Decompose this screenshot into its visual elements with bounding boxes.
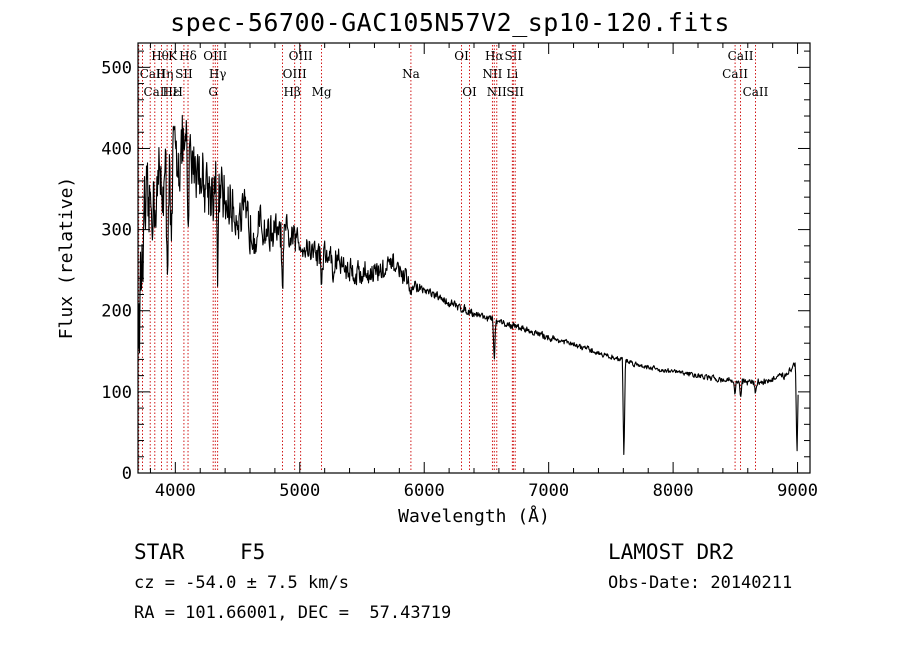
- x-tick-label: 5000: [279, 481, 320, 501]
- line-marker-label: Hη: [156, 67, 174, 81]
- line-marker-label: NII: [487, 85, 507, 99]
- line-marker-label: Hθ: [151, 49, 169, 63]
- line-marker-label: OIII: [203, 49, 227, 63]
- line-marker-label: CaII: [743, 85, 769, 99]
- y-tick-label: 300: [101, 221, 132, 241]
- line-marker-label: CaII: [722, 67, 748, 81]
- line-marker-label: OI: [454, 49, 469, 63]
- sky-coordinates: RA = 101.66001, DEC = 57.43719: [134, 603, 452, 623]
- line-marker-label: Mg: [312, 85, 332, 99]
- plot-frame: [137, 42, 811, 474]
- line-marker-label: SII: [504, 49, 522, 63]
- line-marker-label: OIII: [289, 49, 313, 63]
- chart-title: spec-56700-GAC105N57V2_sp10-120.fits: [170, 8, 730, 37]
- x-tick-label: 4000: [155, 481, 196, 501]
- y-tick-label: 400: [101, 139, 132, 159]
- x-tick-label: 7000: [528, 481, 569, 501]
- line-marker-label: Hβ: [283, 85, 300, 99]
- spectrum-series: [137, 114, 799, 456]
- line-marker-label: K: [168, 49, 178, 63]
- line-marker-label: OIII: [283, 67, 307, 81]
- y-tick-label: 200: [101, 302, 132, 322]
- redshift-cz: cz = -54.0 ± 7.5 km/s: [134, 573, 349, 593]
- axis-labels: 4000 5000 6000 7000 8000 9000 0 100 200 300 400 500…: [56, 58, 818, 527]
- observation-date: Obs-Date: 20140211: [608, 573, 793, 593]
- x-axis-title: Wavelength (Å): [398, 505, 550, 527]
- line-marker-label: CaII: [728, 49, 754, 63]
- line-markers: CaIICaIIHθHηHεKHSIIHδGOIIIHγHβOIIIOIIIMg…: [138, 45, 769, 471]
- line-marker-label: CaII: [140, 67, 166, 81]
- survey-name: LAMOST DR2: [608, 540, 735, 564]
- y-axis-title: Flux (relative): [56, 177, 77, 340]
- object-class: STAR: [134, 540, 185, 564]
- line-marker-label: Li: [506, 67, 518, 81]
- x-tick-label: 6000: [404, 481, 445, 501]
- x-tick-label: 9000: [777, 481, 818, 501]
- y-tick-label: 0: [122, 464, 132, 484]
- line-marker-label: G: [208, 85, 218, 99]
- line-marker-label: Hα: [485, 49, 504, 63]
- line-marker-label: SII: [175, 67, 193, 81]
- line-marker-label: Na: [402, 67, 420, 81]
- spectrum-chart: CaIICaIIHθHηHεKHSIIHδGOIIIHγHβOIIIOIIIMg…: [56, 42, 818, 527]
- y-tick-label: 100: [101, 383, 132, 403]
- line-marker-label: OI: [462, 85, 477, 99]
- x-tick-label: 8000: [653, 481, 694, 501]
- axis-ticks: [138, 43, 810, 474]
- line-marker-label: Hδ: [179, 49, 197, 63]
- line-marker-label: NII: [482, 67, 502, 81]
- line-marker-label: H: [172, 85, 182, 99]
- spectrum-line: [137, 114, 799, 456]
- y-tick-label: 500: [101, 58, 132, 78]
- line-marker-label: SII: [506, 85, 524, 99]
- line-marker-label: Hγ: [209, 67, 227, 81]
- object-subclass: F5: [240, 540, 266, 564]
